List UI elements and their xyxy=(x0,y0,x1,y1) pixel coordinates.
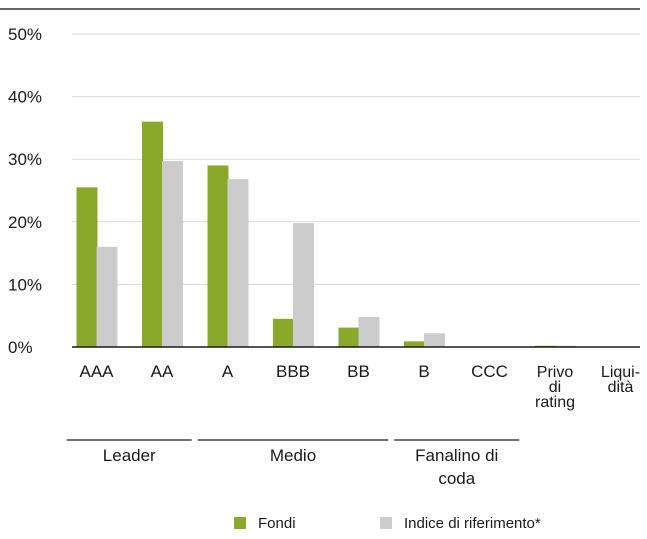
bar-fondi xyxy=(404,341,425,347)
bar-indice xyxy=(358,316,380,347)
bar-indice xyxy=(424,333,445,347)
bar-indice xyxy=(293,223,314,347)
x-tick-label: Privo xyxy=(537,364,574,381)
group-label: coda xyxy=(438,469,475,488)
bar-fondi xyxy=(207,165,229,347)
bar-fondi xyxy=(273,318,294,347)
y-tick-label: 10% xyxy=(8,275,42,294)
x-tick-label: BB xyxy=(347,362,370,381)
legend-label: Fondi xyxy=(258,515,296,532)
x-tick-label: AA xyxy=(151,362,174,381)
x-tick-label: rating xyxy=(535,394,575,411)
group-label: Medio xyxy=(270,446,316,465)
bar-indice xyxy=(162,161,183,347)
bar-indice xyxy=(96,246,118,347)
x-tick-label: dità xyxy=(608,379,634,396)
y-tick-label: 40% xyxy=(8,88,42,107)
group-label: Leader xyxy=(103,446,156,465)
x-tick-label: AAA xyxy=(79,362,114,381)
bar-fondi xyxy=(76,187,98,347)
x-tick-label: A xyxy=(222,362,234,381)
y-tick-label: 0% xyxy=(8,338,33,357)
y-tick-label: 20% xyxy=(8,213,42,232)
legend-swatch xyxy=(234,517,246,529)
x-tick-label: di xyxy=(549,379,561,396)
y-tick-label: 50% xyxy=(8,25,42,44)
x-tick-label: B xyxy=(418,362,429,381)
legend-swatch xyxy=(380,517,392,529)
y-tick-label: 30% xyxy=(8,150,42,169)
legend-label: Indice di riferimento* xyxy=(404,515,541,532)
group-label: Fanalino di xyxy=(415,446,498,465)
bar-fondi xyxy=(142,121,163,347)
bar-indice xyxy=(227,179,249,347)
bar-fondi xyxy=(338,327,360,347)
x-tick-label: CCC xyxy=(471,362,508,381)
x-tick-label: BBB xyxy=(276,362,310,381)
x-tick-label: Liqui- xyxy=(601,364,640,381)
